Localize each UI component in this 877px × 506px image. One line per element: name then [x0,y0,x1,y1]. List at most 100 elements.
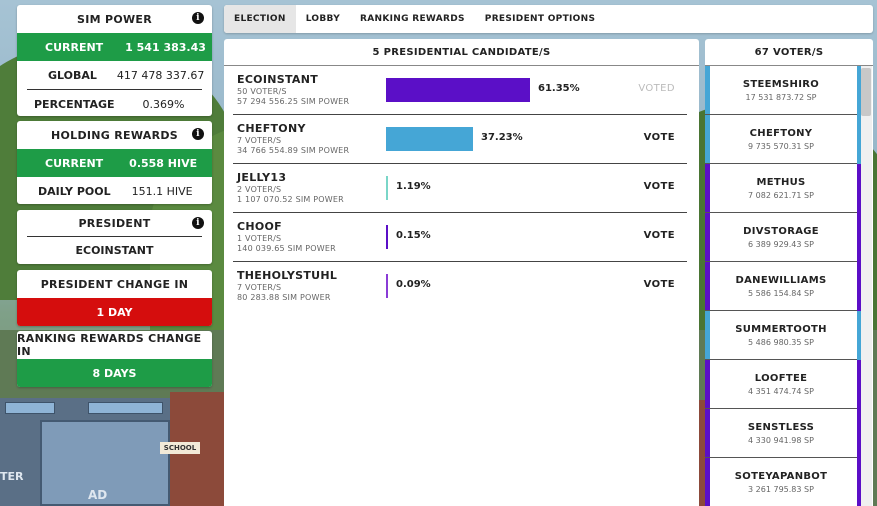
sim-power-card: SIM POWER i CURRENT 1 541 383.43 GLOBAL … [17,5,212,116]
voter-color-stripe [705,360,710,408]
president-change-value: 1 DAY [17,298,212,326]
voter-name: METHUS [756,177,806,188]
voter-name: LOOFTEE [754,373,808,384]
daily-pool-value: 151.1 HIVE [131,184,193,198]
ranking-rewards-change-value: 8 DAYS [17,359,212,387]
candidate-name: ECOINSTANT [237,73,319,86]
candidate-name: THEHOLYSTUHL [237,269,338,282]
voter-group-segment [857,213,861,262]
candidate-sim-power: 80 283.88 SIM POWER [237,293,331,302]
vote-button[interactable]: VOTE [643,181,675,192]
candidate-voter-count: 50 VOTER/S [237,87,287,96]
voter-item[interactable]: DIVSTORAGE 6 389 929.43 SP [705,213,857,262]
scrollbar-thumb[interactable] [861,68,871,116]
holding-rewards-current-row: CURRENT 0.558 HIVE [17,149,212,177]
candidate-voter-count: 2 VOTER/S [237,185,282,194]
sim-power-current-value: 1 541 383.43 [125,40,206,54]
voter-item[interactable]: SOTEYAPANBOT 3 261 795.83 SP [705,458,857,506]
divider [27,89,202,90]
voter-name: DIVSTORAGE [743,226,819,237]
voter-group-segment [857,311,861,360]
building [698,400,706,506]
voter-item[interactable]: METHUS 7 082 621.71 SP [705,164,857,213]
candidate-vote-percentage: 0.09% [396,279,431,290]
tab-election[interactable]: ELECTION [224,5,296,33]
voter-color-stripe [705,458,710,506]
candidates-title: 5 PRESIDENTIAL CANDIDATE/S [224,39,699,66]
candidate-voter-count: 7 VOTER/S [237,136,282,145]
voter-sim-power: 4 351 474.74 SP [748,387,814,396]
voter-sim-power: 9 735 570.31 SP [748,142,814,151]
voters-panel: 67 VOTER/S STEEMSHIRO 17 531 873.72 SP CHE… [705,39,873,506]
sim-power-global-row: GLOBAL 417 478 337.67 [17,61,212,89]
candidate-vote-percentage: 37.23% [481,132,523,143]
candidate-row: CHOOF 1 VOTER/S 140 039.65 SIM POWER 0.15% V… [233,213,687,262]
voter-sim-power: 5 486 980.35 SP [748,338,814,347]
main-tabs: ELECTION LOBBY RANKING REWARDS PRESIDENT… [224,5,873,33]
candidate-vote-percentage: 61.35% [538,83,580,94]
voter-item[interactable]: SUMMERTOOTH 5 486 980.35 SP [705,311,857,360]
info-icon[interactable]: i [192,217,204,229]
voter-color-stripe [705,262,710,310]
holding-rewards-header: HOLDING REWARDS i [17,121,212,149]
billboard-sign: AD [88,488,108,502]
voter-item[interactable]: LOOFTEE 4 351 474.74 SP [705,360,857,409]
president-change-card: PRESIDENT CHANGE IN 1 DAY [17,270,212,326]
voter-group-segment [857,164,861,213]
building [40,420,170,506]
voter-list-scrollbar[interactable] [860,66,872,506]
vote-button[interactable]: VOTE [643,132,675,143]
info-icon[interactable]: i [192,128,204,140]
candidate-voter-count: 1 VOTER/S [237,234,282,243]
voter-name: CHEFTONY [749,128,813,139]
voters-title: 67 VOTER/S [705,39,873,66]
candidates-panel: 5 PRESIDENTIAL CANDIDATE/S ECOINSTANT 50 … [224,39,699,506]
voter-name: SOTEYAPANBOT [734,471,828,482]
candidate-sim-power: 140 039.65 SIM POWER [237,244,336,253]
candidate-row: CHEFTONY 7 VOTER/S 34 766 554.89 SIM POWER… [233,115,687,164]
vote-button[interactable]: VOTE [643,230,675,241]
voter-sim-power: 7 082 621.71 SP [748,191,814,200]
candidate-row: THEHOLYSTUHL 7 VOTER/S 80 283.88 SIM POWER… [233,262,687,311]
tab-lobby[interactable]: LOBBY [305,14,341,24]
voter-color-stripe [705,409,710,457]
president-header: PRESIDENT i [17,210,212,236]
ranking-rewards-change-title: RANKING REWARDS CHANGE IN [17,332,202,358]
candidate-name: CHOOF [237,220,282,233]
candidate-vote-bar [386,274,388,298]
sim-power-title: SIM POWER [76,12,153,26]
candidate-vote-bar [386,176,388,200]
daily-pool-label: DAILY POOL [38,184,111,198]
candidate-sim-power: 34 766 554.89 SIM POWER [237,146,350,155]
voter-sim-power: 3 261 795.83 SP [748,485,814,494]
voter-item[interactable]: SENSTLESS 4 330 941.98 SP [705,409,857,458]
info-icon[interactable]: i [192,12,204,24]
school-sign: SCHOOL [160,442,200,454]
candidate-sim-power: 1 107 070.52 SIM POWER [237,195,344,204]
president-change-title: PRESIDENT CHANGE IN [40,277,189,291]
voted-label: VOTED [638,83,675,94]
president-title: PRESIDENT [78,216,151,230]
voter-group-strip [857,66,861,506]
candidate-name: CHEFTONY [237,122,306,135]
voter-item[interactable]: DANEWILLIAMS 5 586 154.84 SP [705,262,857,311]
voter-group-segment [857,66,861,115]
sim-power-current-label: CURRENT [45,40,104,54]
voter-color-stripe [705,213,710,261]
voter-name: STEEMSHIRO [742,79,820,90]
sim-power-percentage-value: 0.369% [142,97,185,111]
vote-button[interactable]: VOTE [643,279,675,290]
voter-item[interactable]: CHEFTONY 9 735 570.31 SP [705,115,857,164]
voter-sim-power: 17 531 873.72 SP [745,93,817,102]
voter-sim-power: 6 389 929.43 SP [748,240,814,249]
candidate-name: JELLY13 [237,171,287,184]
president-name: ECOINSTANT [75,244,154,257]
voter-color-stripe [705,164,710,212]
holding-rewards-current-label: CURRENT [45,156,104,170]
tab-president-options[interactable]: PRESIDENT OPTIONS [484,14,596,24]
tab-ranking-rewards[interactable]: RANKING REWARDS [360,14,465,24]
voter-group-segment [857,458,861,506]
sim-power-current-row: CURRENT 1 541 383.43 [17,33,212,61]
voter-item[interactable]: STEEMSHIRO 17 531 873.72 SP [705,66,857,115]
ranking-rewards-change-card: RANKING REWARDS CHANGE IN 8 DAYS [17,331,212,387]
